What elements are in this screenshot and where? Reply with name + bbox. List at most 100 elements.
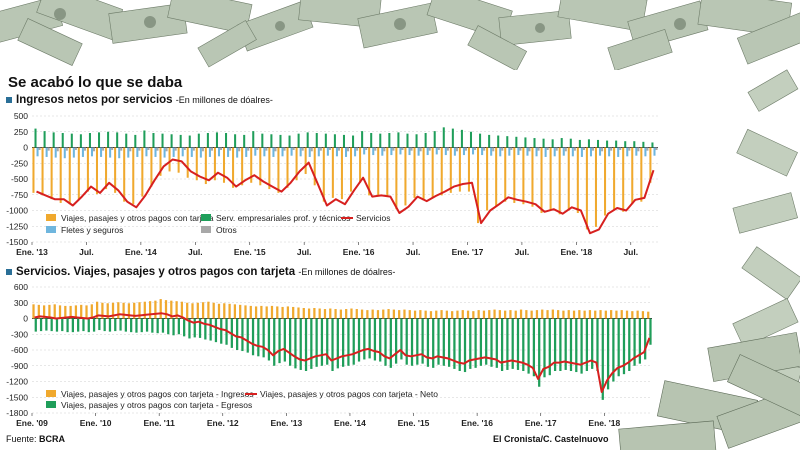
chart1-bar-otros [319,147,322,151]
chart1-bar-serv-empresariales-prof-y-te-cnicos [469,131,473,148]
chart2-bar-viajes-pasajes-y-otros-pagos-con-tarjeta-egresos [114,318,117,332]
chart2-bar-viajes-pasajes-y-otros-pagos-con-tarjeta-egresos [55,318,59,332]
chart1-bar-fletes-y-seguros [281,147,284,157]
chart1-bar-viajes-pasajes-y-otros-pagos-con-tarjeta [495,147,498,207]
chart1-bar-viajes-pasajes-y-otros-pagos-con-tarjeta [622,147,625,212]
chart1-bar-serv-empresariales-prof-y-te-cnicos [578,139,581,148]
chart2-bar-viajes-pasajes-y-otros-pagos-con-tarjeta-ingresos [419,310,422,319]
chart1-bar-serv-empresariales-prof-y-te-cnicos [134,134,137,148]
chart1-title: Ingresos netos por servicios -En millone… [6,94,273,106]
chart2-bar-viajes-pasajes-y-otros-pagos-con-tarjeta-ingresos [541,309,544,319]
chart2-bar-viajes-pasajes-y-otros-pagos-con-tarjeta-ingresos [530,310,533,319]
chart1-bar-serv-empresariales-prof-y-te-cnicos [52,132,55,148]
chart2-bar-viajes-pasajes-y-otros-pagos-con-tarjeta-ingresos [641,311,645,319]
chart2-bar-viajes-pasajes-y-otros-pagos-con-tarjeta-egresos [458,318,461,371]
chart2-bar-viajes-pasajes-y-otros-pagos-con-tarjeta-ingresos [472,311,475,319]
source-value: BCRA [39,434,66,444]
chart1-bar-viajes-pasajes-y-otros-pagos-con-tarjeta [368,147,371,196]
chart1-bar-viajes-pasajes-y-otros-pagos-con-tarjeta [395,147,398,210]
chart2-bar-viajes-pasajes-y-otros-pagos-con-tarjeta-ingresos [175,301,178,319]
chart1-bar-otros [455,147,458,152]
chart2-bar-viajes-pasajes-y-otros-pagos-con-tarjeta-egresos [220,318,223,344]
chart1-bar-viajes-pasajes-y-otros-pagos-con-tarjeta [458,147,461,192]
chart1-bar-fletes-y-seguros [72,147,75,158]
chart2-bar-viajes-pasajes-y-otros-pagos-con-tarjeta-ingresos [127,303,131,319]
chart1-bar-otros [328,147,331,151]
chart1-bar-fletes-y-seguros [36,147,39,157]
chart1-bar-otros [419,147,422,152]
chart1-bar-viajes-pasajes-y-otros-pagos-con-tarjeta [95,147,99,195]
chart2-bar-viajes-pasajes-y-otros-pagos-con-tarjeta-ingresos [424,310,427,319]
chart1-bar-fletes-y-seguros [118,147,121,159]
chart1-bar-fletes-y-seguros [535,147,538,157]
chart1-xtick-label: Ene. '18 [560,247,592,257]
chart1-bar-fletes-y-seguros [363,147,366,155]
chart1-bar-fletes-y-seguros [299,147,302,157]
chart1-legend-swatch [46,214,56,221]
chart1-bar-fletes-y-seguros [617,147,620,157]
chart1-bar-viajes-pasajes-y-otros-pagos-con-tarjeta [222,147,226,183]
chart2-bar-viajes-pasajes-y-otros-pagos-con-tarjeta-egresos [172,318,175,336]
chart1-bar-viajes-pasajes-y-otros-pagos-con-tarjeta [277,147,280,193]
source-label: Fuente: [6,434,37,444]
chart1-bar-serv-empresariales-prof-y-te-cnicos [98,132,101,148]
chart2-bar-viajes-pasajes-y-otros-pagos-con-tarjeta-ingresos [122,302,125,319]
chart1-bar-otros [619,147,622,151]
chart1-bar-fletes-y-seguros [181,147,184,157]
chart2-bar-viajes-pasajes-y-otros-pagos-con-tarjeta-ingresos [286,306,290,319]
chart2-bar-viajes-pasajes-y-otros-pagos-con-tarjeta-ingresos [562,310,565,319]
chart2-bar-viajes-pasajes-y-otros-pagos-con-tarjeta-egresos [188,318,191,339]
chart1-bar-viajes-pasajes-y-otros-pagos-con-tarjeta [449,147,452,193]
chart1-bar-fletes-y-seguros [472,147,475,155]
chart1-bar-fletes-y-seguros [335,147,338,157]
chart2-bar-viajes-pasajes-y-otros-pagos-con-tarjeta-egresos [357,318,361,362]
chart1-bar-serv-empresariales-prof-y-te-cnicos [161,133,164,148]
chart1-bar-fletes-y-seguros [599,147,602,156]
chart2-bar-viajes-pasajes-y-otros-pagos-con-tarjeta-egresos [405,318,408,365]
chart1-bar-otros [628,147,631,151]
chart1-bar-otros [256,147,259,151]
chart2-bar-viajes-pasajes-y-otros-pagos-con-tarjeta-ingresos [392,309,395,319]
chart1-bar-otros [646,147,649,151]
chart2-bar-viajes-pasajes-y-otros-pagos-con-tarjeta-egresos [416,318,419,365]
chart2-bar-viajes-pasajes-y-otros-pagos-con-tarjeta-ingresos [535,310,539,319]
chart1-bar-serv-empresariales-prof-y-te-cnicos [324,133,327,148]
chart1-bar-serv-empresariales-prof-y-te-cnicos [551,139,554,148]
chart1-bar-otros [210,147,213,151]
chart1-legend-swatch [201,214,211,221]
chart1-bar-serv-empresariales-prof-y-te-cnicos [379,133,382,148]
chart1-bar-fletes-y-seguros [163,147,166,158]
chart1-bar-otros [183,147,186,151]
chart1-bar-otros [401,147,404,151]
chart1-xtick-label: Jul. [188,247,203,257]
chart1-bar-serv-empresariales-prof-y-te-cnicos [79,134,82,148]
chart1-bar-otros [156,147,159,151]
chart1-bar-otros [492,147,495,152]
chart1-bar-viajes-pasajes-y-otros-pagos-con-tarjeta [431,147,434,198]
chart1-bar-serv-empresariales-prof-y-te-cnicos [107,131,110,148]
chart2-bar-viajes-pasajes-y-otros-pagos-con-tarjeta-egresos [119,318,122,331]
chart2-xtick-label: Ene. '14 [334,418,366,428]
chart2-bar-viajes-pasajes-y-otros-pagos-con-tarjeta-egresos [193,318,196,338]
chart2-bar-viajes-pasajes-y-otros-pagos-con-tarjeta-egresos [606,318,610,390]
chart1-ytick-label: 250 [14,127,28,137]
chart1-bar-fletes-y-seguros [199,147,202,158]
chart2-bar-viajes-pasajes-y-otros-pagos-con-tarjeta-ingresos [398,310,401,319]
chart1-bar-otros [174,147,177,151]
chart1-bar-viajes-pasajes-y-otros-pagos-con-tarjeta [522,147,525,205]
chart1-bar-viajes-pasajes-y-otros-pagos-con-tarjeta [513,147,516,203]
chart1-bar-viajes-pasajes-y-otros-pagos-con-tarjeta [640,147,643,202]
chart2-bar-viajes-pasajes-y-otros-pagos-con-tarjeta-egresos [379,318,382,362]
credit-note: El Cronista/C. Castelnuovo [493,434,609,444]
chart2-bar-viajes-pasajes-y-otros-pagos-con-tarjeta-ingresos [159,299,162,319]
chart2-bar-viajes-pasajes-y-otros-pagos-con-tarjeta-ingresos [323,309,327,319]
chart2-bar-viajes-pasajes-y-otros-pagos-con-tarjeta-ingresos [223,303,226,319]
chart2-title: Servicios. Viajes, pasajes y otros pagos… [6,266,395,278]
chart2-bar-viajes-pasajes-y-otros-pagos-con-tarjeta-ingresos [101,302,104,319]
chart1-ytick-label: -250 [11,158,28,168]
chart2-bar-viajes-pasajes-y-otros-pagos-con-tarjeta-egresos [469,318,472,369]
chart1-bar-serv-empresariales-prof-y-te-cnicos [252,131,255,148]
money-right-image [732,69,800,394]
chart2-bar-viajes-pasajes-y-otros-pagos-con-tarjeta-egresos [246,318,249,353]
chart1-bar-viajes-pasajes-y-otros-pagos-con-tarjeta [386,147,389,197]
